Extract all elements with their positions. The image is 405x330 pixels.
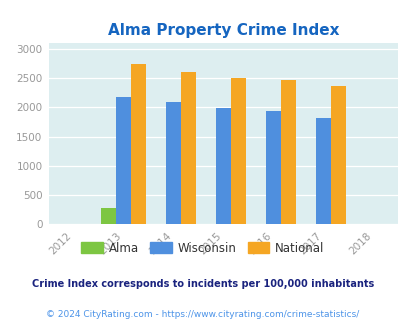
Bar (215, 109, 230, 224)
Legend: Alma, Wisconsin, National: Alma, Wisconsin, National (77, 237, 328, 259)
Bar (330, 86, 345, 224)
Title: Alma Property Crime Index: Alma Property Crime Index (107, 22, 338, 38)
Text: Crime Index corresponds to incidents per 100,000 inhabitants: Crime Index corresponds to incidents per… (32, 279, 373, 289)
Bar (116, 97, 131, 224)
Bar (181, 72, 195, 224)
Text: © 2024 CityRating.com - https://www.cityrating.com/crime-statistics/: © 2024 CityRating.com - https://www.city… (46, 310, 359, 319)
Bar (230, 78, 245, 224)
Bar (265, 111, 280, 224)
Bar (131, 64, 146, 224)
Bar (101, 208, 116, 224)
Bar (166, 102, 181, 224)
Bar (280, 81, 295, 224)
Bar (315, 118, 330, 224)
